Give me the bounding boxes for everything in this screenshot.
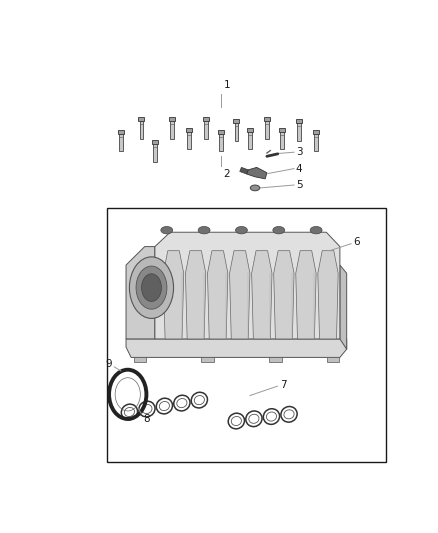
Bar: [201, 357, 214, 361]
Polygon shape: [274, 251, 294, 339]
Ellipse shape: [273, 227, 285, 234]
Text: 2: 2: [223, 168, 230, 179]
Bar: [248, 130, 251, 149]
Polygon shape: [163, 251, 184, 339]
Polygon shape: [340, 265, 346, 349]
Polygon shape: [251, 251, 272, 339]
Text: 8: 8: [144, 414, 150, 424]
Bar: [296, 119, 302, 124]
Ellipse shape: [141, 274, 162, 302]
Bar: [138, 117, 145, 122]
Bar: [247, 127, 253, 132]
Ellipse shape: [129, 257, 173, 318]
Text: 5: 5: [296, 180, 302, 190]
Bar: [169, 117, 175, 122]
Bar: [265, 119, 268, 139]
Bar: [119, 132, 123, 151]
Bar: [140, 119, 143, 139]
Text: 3: 3: [296, 147, 302, 157]
Bar: [269, 357, 282, 361]
Ellipse shape: [136, 266, 167, 309]
Polygon shape: [240, 167, 248, 174]
Bar: [233, 119, 240, 124]
Ellipse shape: [250, 185, 260, 191]
Polygon shape: [247, 167, 267, 179]
Polygon shape: [208, 251, 228, 339]
Bar: [152, 140, 158, 144]
Text: 1: 1: [223, 80, 230, 90]
Bar: [219, 132, 223, 151]
Ellipse shape: [161, 227, 173, 234]
Ellipse shape: [198, 227, 210, 234]
Bar: [203, 117, 209, 122]
Polygon shape: [296, 251, 316, 339]
Polygon shape: [155, 232, 340, 339]
Ellipse shape: [236, 227, 247, 234]
Bar: [313, 130, 319, 134]
Bar: [186, 127, 192, 132]
Bar: [280, 130, 284, 149]
Polygon shape: [185, 251, 206, 339]
Bar: [134, 357, 146, 361]
Bar: [170, 119, 173, 139]
Bar: [264, 117, 270, 122]
Text: 9: 9: [105, 359, 112, 369]
Bar: [235, 122, 238, 141]
Bar: [204, 119, 208, 139]
Polygon shape: [126, 339, 346, 358]
Bar: [153, 142, 156, 161]
Bar: [107, 207, 386, 462]
Bar: [297, 122, 301, 141]
Polygon shape: [126, 247, 155, 339]
Polygon shape: [318, 251, 338, 339]
Bar: [279, 127, 285, 132]
Text: 4: 4: [296, 164, 302, 174]
Bar: [218, 130, 224, 134]
Text: 6: 6: [353, 238, 360, 247]
Polygon shape: [230, 251, 250, 339]
Bar: [327, 357, 339, 361]
Ellipse shape: [310, 227, 322, 234]
Bar: [187, 130, 191, 149]
Text: 7: 7: [280, 380, 286, 390]
Bar: [314, 132, 318, 151]
Bar: [118, 130, 124, 134]
